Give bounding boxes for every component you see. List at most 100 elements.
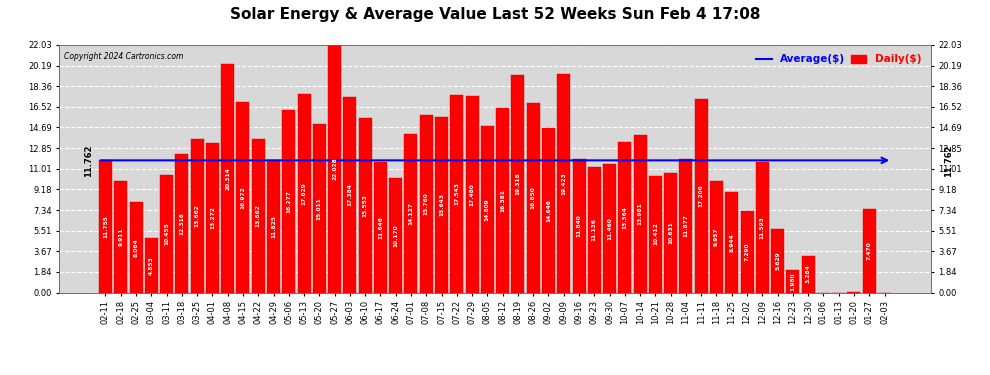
Bar (191, 139, 204, 292)
Text: 11.762: 11.762 (84, 144, 93, 177)
Text: 10.412: 10.412 (652, 223, 658, 245)
Bar (726, 192, 739, 292)
Bar (145, 238, 157, 292)
Text: 16.381: 16.381 (500, 189, 505, 212)
Bar (358, 118, 371, 292)
Bar (572, 159, 585, 292)
Text: 1.980: 1.980 (790, 272, 795, 291)
Bar (206, 143, 219, 292)
Bar (160, 175, 173, 292)
Text: 15.553: 15.553 (362, 194, 367, 217)
Bar (282, 110, 295, 292)
Bar (435, 117, 448, 292)
Text: 16.277: 16.277 (286, 190, 291, 213)
Text: 4.853: 4.853 (148, 256, 153, 274)
Bar (313, 124, 326, 292)
Text: 9.957: 9.957 (714, 227, 719, 246)
Text: 10.455: 10.455 (164, 222, 169, 245)
Text: 15.643: 15.643 (439, 193, 445, 216)
Bar (802, 256, 815, 292)
Bar (389, 178, 402, 292)
Text: 15.760: 15.760 (424, 193, 429, 215)
Legend: Average($), Daily($): Average($), Daily($) (752, 50, 926, 69)
Bar (481, 126, 494, 292)
Bar (786, 270, 799, 292)
Text: 13.662: 13.662 (195, 204, 200, 227)
Text: 10.631: 10.631 (668, 221, 673, 244)
Text: Copyright 2024 Cartronics.com: Copyright 2024 Cartronics.com (63, 53, 183, 62)
Bar (648, 176, 662, 292)
Text: 11.755: 11.755 (103, 215, 108, 238)
Bar (175, 154, 188, 292)
Bar (542, 128, 555, 292)
Text: 13.364: 13.364 (623, 206, 628, 229)
Bar (251, 139, 264, 292)
Text: 19.318: 19.318 (516, 172, 521, 195)
Bar (344, 97, 356, 292)
Text: 11.762: 11.762 (943, 144, 952, 177)
Text: 17.543: 17.543 (454, 183, 459, 206)
Text: 11.136: 11.136 (592, 219, 597, 242)
Bar (527, 103, 540, 292)
Bar (588, 167, 601, 292)
Text: 20.314: 20.314 (225, 167, 231, 190)
Bar (114, 181, 128, 292)
Bar (512, 75, 525, 292)
Bar (267, 160, 280, 292)
Bar (557, 74, 570, 292)
Text: 13.272: 13.272 (210, 207, 215, 230)
Bar (405, 134, 418, 292)
Bar (634, 135, 646, 292)
Text: 10.170: 10.170 (393, 224, 398, 247)
Text: 8.064: 8.064 (134, 238, 139, 256)
Bar (298, 94, 311, 292)
Bar (374, 162, 387, 292)
Text: 22.028: 22.028 (332, 158, 338, 180)
Bar (695, 99, 708, 292)
Text: 15.011: 15.011 (317, 197, 322, 219)
Bar (496, 108, 509, 292)
Bar (603, 164, 616, 292)
Text: 3.284: 3.284 (806, 265, 811, 284)
Text: 14.127: 14.127 (409, 202, 414, 225)
Text: 11.825: 11.825 (271, 214, 276, 237)
Text: 8.944: 8.944 (730, 233, 735, 252)
Text: 7.470: 7.470 (866, 241, 872, 260)
Bar (99, 160, 112, 292)
Text: 19.423: 19.423 (561, 172, 566, 195)
Text: 17.206: 17.206 (699, 184, 704, 207)
Text: 5.629: 5.629 (775, 252, 780, 270)
Bar (130, 202, 143, 292)
Text: 17.629: 17.629 (302, 182, 307, 205)
Text: 14.809: 14.809 (485, 198, 490, 220)
Text: 11.460: 11.460 (607, 217, 612, 240)
Text: 11.840: 11.840 (576, 214, 581, 237)
Bar (771, 229, 784, 292)
Bar (862, 209, 876, 292)
Text: 13.662: 13.662 (255, 204, 260, 227)
Text: 16.972: 16.972 (241, 186, 246, 209)
Bar (465, 96, 478, 292)
Bar (664, 173, 677, 292)
Text: 7.290: 7.290 (744, 242, 749, 261)
Text: Solar Energy & Average Value Last 52 Weeks Sun Feb 4 17:08: Solar Energy & Average Value Last 52 Wee… (230, 8, 760, 22)
Bar (420, 116, 433, 292)
Bar (755, 162, 769, 292)
Bar (679, 159, 692, 292)
Text: 11.877: 11.877 (683, 214, 688, 237)
Text: 14.646: 14.646 (545, 199, 551, 222)
Text: 16.850: 16.850 (531, 186, 536, 209)
Bar (237, 102, 249, 292)
Text: 13.981: 13.981 (638, 202, 643, 225)
Bar (710, 181, 723, 292)
Text: 9.911: 9.911 (118, 228, 124, 246)
Bar (328, 45, 342, 292)
Text: 11.593: 11.593 (759, 216, 765, 239)
Text: 11.646: 11.646 (378, 216, 383, 238)
Bar (221, 64, 235, 292)
Bar (450, 95, 463, 292)
Text: 12.316: 12.316 (179, 212, 184, 235)
Bar (741, 211, 753, 292)
Text: 17.384: 17.384 (347, 183, 352, 206)
Text: 17.480: 17.480 (469, 183, 474, 206)
